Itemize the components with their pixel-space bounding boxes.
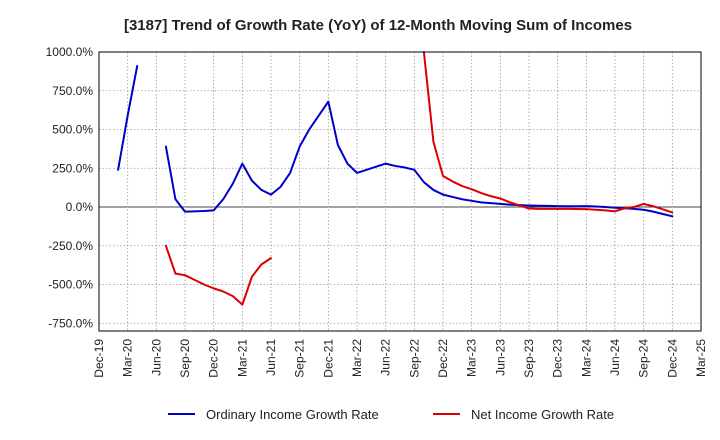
x-tick-label: Jun-23 — [493, 339, 507, 376]
x-tick-label: Mar-22 — [350, 339, 364, 377]
series-line-ordinary-income — [164, 100, 674, 218]
y-tick-label: 750.0% — [52, 84, 93, 98]
x-tick-label: Mar-23 — [465, 339, 479, 377]
x-tick-label: Jun-20 — [149, 339, 163, 376]
x-tick-label: Mar-25 — [694, 339, 708, 377]
x-tick-label: Sep-22 — [407, 339, 421, 378]
y-tick-label: 250.0% — [52, 161, 93, 175]
y-tick-label: -500.0% — [48, 278, 93, 292]
x-tick-label: Dec-22 — [436, 339, 450, 378]
x-tick-label: Dec-24 — [665, 339, 679, 378]
x-axis: Dec-19 Mar-20 Jun-20 Sep-20 Dec-20 Mar-21 Jun-… — [92, 339, 708, 378]
series-line-net-income — [164, 244, 272, 306]
x-tick-label: Sep-24 — [637, 339, 651, 378]
chart-title: [3187] Trend of Growth Rate (YoY) of 12-… — [124, 17, 632, 34]
x-tick-label: Jun-24 — [608, 339, 622, 376]
x-tick-label: Jun-22 — [379, 339, 393, 376]
x-tick-label: Sep-23 — [522, 339, 536, 378]
x-tick-label: Sep-21 — [293, 339, 307, 378]
series-line-ordinary-income — [117, 64, 139, 171]
x-tick-label: Mar-20 — [121, 339, 135, 377]
plot-area-frame — [98, 51, 702, 332]
x-tick-label: Dec-23 — [551, 339, 565, 378]
legend: Ordinary Income Growth Rate Net Income Gr… — [168, 407, 614, 422]
x-tick-label: Mar-21 — [235, 339, 249, 377]
series-lines — [117, 51, 674, 306]
legend-label: Net Income Growth Rate — [471, 407, 614, 422]
series-line-net-income — [422, 51, 674, 214]
x-tick-label: Mar-24 — [579, 339, 593, 377]
y-tick-label: 500.0% — [52, 123, 93, 137]
x-tick-label: Dec-20 — [207, 339, 221, 378]
x-tick-label: Sep-20 — [178, 339, 192, 378]
y-tick-label: -750.0% — [48, 316, 93, 330]
y-tick-label: 0.0% — [66, 200, 94, 214]
x-tick-label: Dec-21 — [321, 339, 335, 378]
y-tick-label: 1000.0% — [46, 45, 94, 59]
grid-lines — [98, 51, 702, 331]
y-axis: 1000.0% 750.0% 500.0% 250.0% 0.0% -250.0% -500… — [46, 45, 94, 330]
legend-label: Ordinary Income Growth Rate — [206, 407, 379, 422]
x-tick-label: Jun-21 — [264, 339, 278, 376]
x-tick-label: Dec-19 — [92, 339, 106, 378]
y-tick-label: -250.0% — [48, 239, 93, 253]
